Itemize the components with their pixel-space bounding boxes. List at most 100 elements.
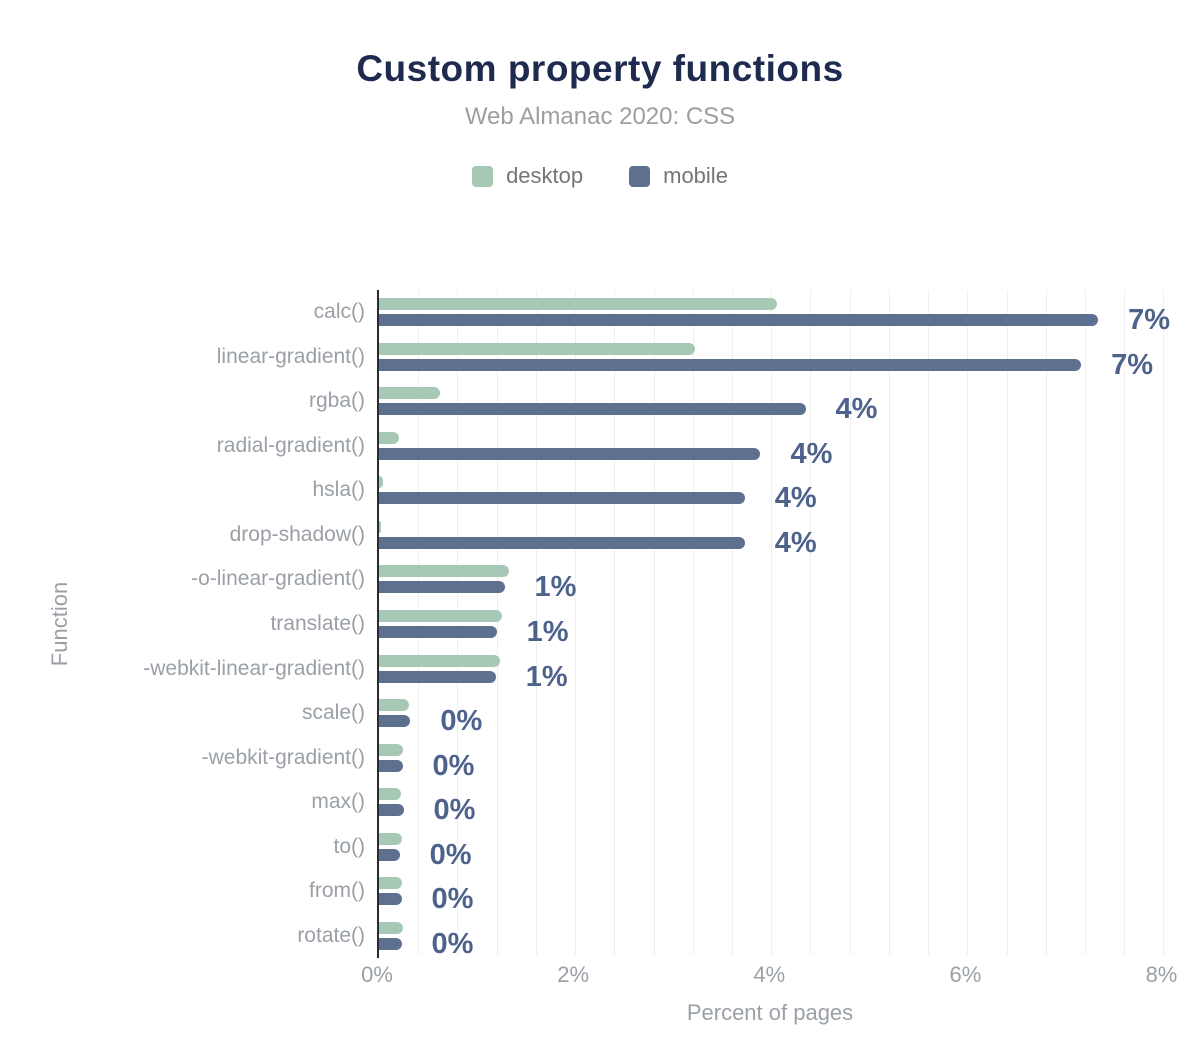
grid-line bbox=[849, 290, 851, 955]
desktop-bar-line bbox=[379, 298, 1170, 311]
y-tick-label: rotate() bbox=[297, 923, 365, 947]
legend-item-mobile: mobile bbox=[629, 163, 728, 189]
bar-value-label: 0% bbox=[433, 794, 476, 827]
bar-mobile bbox=[379, 670, 496, 683]
bar-mobile bbox=[379, 759, 403, 772]
bar-desktop bbox=[379, 832, 402, 845]
y-tick-label: scale() bbox=[301, 701, 365, 725]
x-axis-title: Percent of pages bbox=[686, 1000, 854, 1025]
bar-value-label: 1% bbox=[525, 660, 568, 693]
bar-value-label: 0% bbox=[429, 838, 472, 871]
mobile-bar-line: 4% bbox=[379, 393, 1170, 426]
mobile-bar-line: 7% bbox=[379, 348, 1170, 381]
bar-mobile bbox=[379, 536, 745, 549]
bar-value-label: 7% bbox=[1111, 348, 1154, 381]
grid-line bbox=[732, 290, 734, 955]
bar-mobile bbox=[379, 492, 745, 505]
bar-mobile bbox=[379, 893, 402, 906]
bar-row: -o-linear-gradient() 1% bbox=[191, 557, 1170, 604]
bar-row: hsla() 4% bbox=[312, 468, 1170, 513]
mobile-bar-line: 0% bbox=[379, 883, 1170, 916]
mobile-bar-line: 4% bbox=[379, 439, 1170, 468]
x-axis: 0% 2% 4% 6% 8% bbox=[361, 962, 1177, 990]
x-tick-label: 8% bbox=[1145, 962, 1178, 987]
y-tick-label: hsla() bbox=[312, 478, 365, 502]
bar-mobile bbox=[379, 403, 806, 416]
y-tick-label: drop-shadow() bbox=[229, 522, 365, 546]
y-tick-label: to() bbox=[333, 834, 366, 858]
bar-desktop bbox=[379, 699, 410, 712]
bar-value-label: 1% bbox=[534, 571, 577, 604]
bar-mobile bbox=[379, 314, 1099, 327]
grid-line bbox=[418, 290, 420, 955]
mobile-bar-line: 0% bbox=[379, 707, 1170, 736]
grid-line bbox=[1124, 290, 1126, 955]
bar-value-label: 1% bbox=[526, 615, 569, 648]
y-tick-label: rgba() bbox=[308, 389, 365, 413]
desktop-bar-line bbox=[379, 431, 1170, 444]
bar-row: scale() 0% bbox=[302, 691, 1170, 736]
bar-row: from() 0% bbox=[309, 869, 1170, 916]
x-tick-label: 2% bbox=[557, 962, 590, 987]
grid-line bbox=[457, 290, 459, 955]
bar-desktop bbox=[379, 520, 381, 533]
bar-desktop bbox=[379, 431, 399, 444]
desktop-bar-line bbox=[379, 877, 1170, 890]
desktop-bar-line bbox=[379, 342, 1170, 355]
bar-mobile bbox=[379, 358, 1082, 371]
bar-mobile bbox=[379, 804, 404, 817]
legend-swatch-desktop bbox=[472, 165, 494, 187]
grid-line bbox=[1006, 290, 1008, 955]
y-tick-label: radial-gradient() bbox=[216, 433, 365, 457]
chart-title: Custom property functions bbox=[356, 48, 844, 89]
bar-desktop bbox=[379, 476, 383, 489]
mobile-bar-line: 7% bbox=[379, 306, 1170, 335]
bar-mobile bbox=[379, 447, 761, 460]
grid-line bbox=[1163, 290, 1165, 955]
bar-desktop bbox=[379, 921, 403, 934]
bar-rows: calc() 7% linear-gradient() 7% rgba() 4% radia… bbox=[143, 290, 1170, 960]
desktop-bar-line bbox=[379, 788, 1170, 801]
y-tick-label: from() bbox=[309, 879, 365, 903]
legend-swatch-mobile bbox=[629, 165, 651, 187]
grid-line bbox=[496, 290, 498, 955]
bar-row: calc() 7% bbox=[314, 290, 1170, 335]
y-tick-label: calc() bbox=[313, 300, 365, 324]
mobile-bar-line: 0% bbox=[379, 749, 1170, 782]
bar-row: drop-shadow() 4% bbox=[230, 513, 1170, 557]
desktop-bar-line bbox=[379, 921, 1170, 934]
bar-row: rotate() 0% bbox=[297, 913, 1170, 960]
mobile-bar-line: 1% bbox=[379, 660, 1170, 693]
x-tick-label: 0% bbox=[361, 962, 393, 987]
grid-line bbox=[1085, 290, 1087, 955]
bar-value-label: 0% bbox=[432, 749, 475, 782]
mobile-bar-line: 4% bbox=[379, 484, 1170, 513]
legend: desktop mobile bbox=[472, 163, 728, 189]
grid-line bbox=[810, 290, 812, 955]
grid-line bbox=[614, 290, 616, 955]
x-tick-label: 6% bbox=[949, 962, 982, 987]
chart-header: Custom property functions Web Almanac 20… bbox=[0, 48, 1200, 192]
grid-line bbox=[928, 290, 930, 955]
bar-row: to() 0% bbox=[334, 824, 1170, 871]
bar-row: radial-gradient() 4% bbox=[217, 424, 1170, 468]
bar-value-label: 4% bbox=[835, 393, 878, 426]
bar-mobile bbox=[379, 848, 400, 861]
bar-row: -webkit-gradient() 0% bbox=[202, 735, 1170, 782]
bar-desktop bbox=[379, 654, 500, 667]
desktop-bar-line bbox=[379, 654, 1170, 667]
grid-line bbox=[575, 290, 577, 955]
desktop-bar-line bbox=[379, 565, 1170, 578]
bar-desktop bbox=[379, 877, 402, 890]
desktop-bar-line bbox=[379, 520, 1170, 533]
desktop-bar-line bbox=[379, 609, 1170, 622]
bar-value-label: 0% bbox=[431, 883, 474, 916]
x-tick-label: 4% bbox=[753, 962, 786, 987]
mobile-bar-line: 0% bbox=[379, 838, 1170, 871]
y-tick-label: -webkit-gradient() bbox=[201, 745, 365, 769]
desktop-bar-line bbox=[379, 832, 1170, 845]
mobile-bar-line: 0% bbox=[379, 927, 1170, 960]
bar-value-label: 0% bbox=[431, 927, 474, 960]
bar-row: translate() 1% bbox=[270, 602, 1170, 648]
